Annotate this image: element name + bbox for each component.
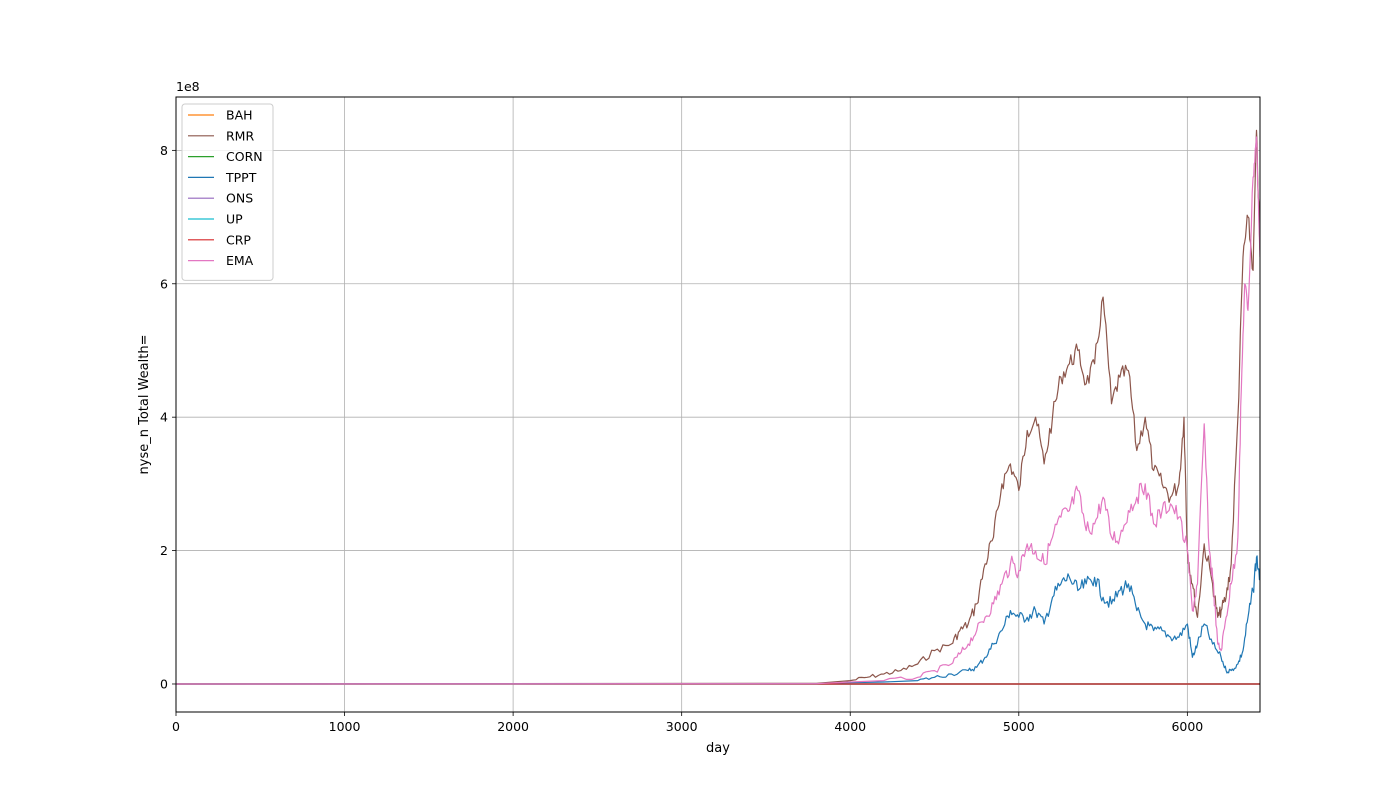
x-axis-label: day <box>706 741 730 756</box>
y-tick-label: 0 <box>160 676 168 691</box>
plot-frame <box>175 96 1261 713</box>
x-axis-ticks: 0 1000 2000 3000 4000 5000 6000 <box>172 712 1203 734</box>
series-lines <box>176 129 1260 685</box>
series-line-ema <box>176 136 1260 685</box>
y-tick-label: 8 <box>160 143 168 158</box>
x-tick-label: 4000 <box>834 719 866 734</box>
y-tick-label: 4 <box>160 410 168 425</box>
series-line-tppt <box>176 555 1260 685</box>
x-tick-label: 5000 <box>1003 719 1035 734</box>
legend-label: UP <box>226 212 243 227</box>
legend-label: BAH <box>226 108 253 123</box>
series-line-rmr <box>176 129 1260 685</box>
legend: BAH RMR CORN TPPT ONS UP CRP EMA <box>181 103 274 281</box>
legend-label: TPPT <box>225 170 257 185</box>
legend-label: RMR <box>226 128 254 143</box>
y-tick-label: 2 <box>160 543 168 558</box>
x-tick-label: 3000 <box>666 719 698 734</box>
x-tick-label: 6000 <box>1171 719 1203 734</box>
legend-label: EMA <box>226 253 254 268</box>
y-tick-label: 6 <box>160 276 168 291</box>
legend-label: CORN <box>226 149 263 164</box>
y-axis-ticks: 0 2 4 6 8 <box>160 143 176 691</box>
legend-box <box>181 103 274 281</box>
grid <box>175 97 1260 712</box>
x-tick-label: 1000 <box>329 719 361 734</box>
legend-label: ONS <box>226 191 253 206</box>
y-axis-offset-text: 1e8 <box>176 79 200 94</box>
x-tick-label: 0 <box>172 719 180 734</box>
legend-label: CRP <box>226 232 251 247</box>
y-axis-label: nyse_n Total Wealth= <box>137 335 152 475</box>
x-tick-label: 2000 <box>497 719 529 734</box>
